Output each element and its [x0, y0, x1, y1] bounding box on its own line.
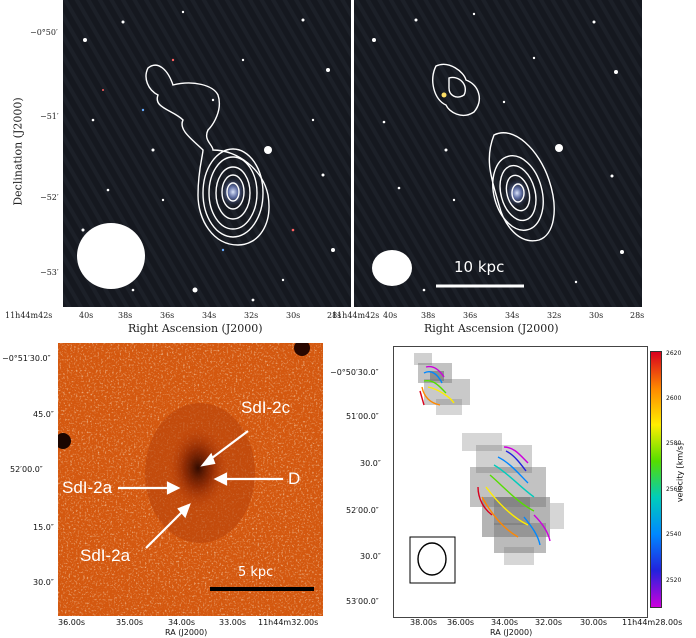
- bottom-right-x-axis-label: RA (J2000): [490, 628, 533, 637]
- hi-contours: [432, 63, 555, 242]
- bottom-left-xtick-0: 36.00s: [58, 618, 86, 627]
- top-right-xtick-6: 30s: [589, 311, 604, 320]
- top-left-xtick-3: 36s: [160, 311, 175, 320]
- bottom-right-ytick-2: 30.0″: [360, 459, 381, 468]
- star-field: [372, 12, 624, 292]
- star-field: [81, 10, 335, 302]
- colorbar-tick-1: 2600: [666, 395, 682, 402]
- colorbar-tick-2: 2580: [666, 440, 682, 447]
- top-left-xtick-2: 38s: [118, 311, 133, 320]
- top-right-xtick-5: 32s: [547, 311, 562, 320]
- colorbar-tick-0: 2620: [666, 350, 682, 357]
- velocity-colorbar: [650, 351, 662, 608]
- bottom-right-ytick-1: 51′00.0″: [346, 412, 379, 421]
- bottom-left-xtick-1: 35.00s: [116, 618, 144, 627]
- bottom-right-xtick-2: 34.00s: [491, 618, 519, 627]
- beam-ellipse: [77, 223, 145, 289]
- gray-emission: [414, 353, 564, 565]
- bottom-right-xtick-5: 11h44m28.00s: [622, 618, 683, 627]
- velocity-contours: [419, 365, 551, 546]
- velocity-field-map: [409, 353, 564, 584]
- colorbar-label: velocity [km/s]: [675, 442, 685, 503]
- bottom-left-image-panel: SdI-2c SdI-2a D SdI-2a 5 kpc: [58, 343, 323, 616]
- bottom-right-ytick-5: 53′00.0″: [346, 597, 379, 606]
- top-left-xtick-7: 28s: [327, 311, 342, 320]
- bottom-right-xtick-0: 38.00s: [410, 618, 438, 627]
- bottom-right-ytick-3: 52′00.0″: [346, 506, 379, 515]
- beam-ellipse: [372, 250, 412, 286]
- bottom-left-ytick-1: 45.0″: [33, 410, 54, 419]
- colorbar-tick-5: 2520: [666, 577, 682, 584]
- bottom-right-ytick-4: 30.0″: [360, 552, 381, 561]
- top-right-xtick-0: 11h44m42s: [332, 311, 380, 320]
- bottom-left-ytick-4: 30.0″: [33, 578, 54, 587]
- bottom-left-xtick-2: 34.00s: [168, 618, 196, 627]
- bottom-left-ytick-3: 15.0″: [33, 523, 54, 532]
- bottom-right-xtick-4: 30.00s: [580, 618, 608, 627]
- top-y-axis-label: Declination (J2000): [11, 97, 25, 206]
- label-sdl2c: SdI-2c: [241, 398, 291, 417]
- label-sdl2a-bottom: SdI-2a: [80, 546, 131, 565]
- top-right-image-panel: 10 kpc: [354, 0, 642, 307]
- annotation-arrows: [118, 430, 283, 549]
- top-right-optical-image: [354, 0, 642, 307]
- colorbar-tick-4: 2540: [666, 531, 682, 538]
- beam-ellipse: [417, 542, 447, 576]
- top-ytick-0: −0°50′: [30, 28, 58, 37]
- bottom-left-xtick-3: 33.00s: [219, 618, 247, 627]
- top-left-image-panel: [63, 0, 351, 307]
- bottom-right-velocity-panel: [393, 346, 648, 618]
- top-ytick-3: −53′: [40, 268, 59, 277]
- scale-bar-label: 10 kpc: [454, 258, 505, 276]
- bottom-left-ytick-2: 52′00.0″: [10, 465, 43, 474]
- bottom-right-xtick-3: 32.00s: [535, 618, 563, 627]
- bottom-left-xtick-4: 11h44m32.00s: [258, 618, 319, 627]
- top-right-x-axis-label: Right Ascension (J2000): [424, 322, 559, 335]
- top-left-xtick-4: 34s: [202, 311, 217, 320]
- top-right-xtick-3: 36s: [463, 311, 478, 320]
- top-ytick-1: −51′: [40, 112, 59, 121]
- label-sdl2a-left: SdI-2a: [62, 478, 113, 497]
- hi-contours: [145, 64, 270, 246]
- beam-box: [409, 536, 456, 584]
- bottom-left-ytick-0: −0°51′30.0″: [2, 354, 51, 363]
- colorbar-tick-3: 2560: [666, 486, 682, 493]
- bottom-left-x-axis-label: RA (J2000): [165, 628, 208, 637]
- galaxy-core: [504, 178, 530, 208]
- top-left-xtick-6: 30s: [286, 311, 301, 320]
- scale-bar-label: 5 kpc: [238, 565, 274, 580]
- top-right-xtick-4: 34s: [505, 311, 520, 320]
- bottom-right-ytick-0: −0°50′30.0″: [330, 368, 379, 377]
- top-right-xtick-7: 28s: [630, 311, 645, 320]
- top-left-optical-image: [63, 0, 351, 307]
- top-left-x-axis-label: Right Ascension (J2000): [128, 322, 263, 335]
- label-d: D: [288, 469, 301, 488]
- top-left-xtick-0: 11h44m42s: [5, 311, 53, 320]
- top-left-xtick-5: 32s: [244, 311, 259, 320]
- galaxy-core: [219, 176, 247, 208]
- dark-galaxy-region: [168, 426, 228, 510]
- bottom-right-xtick-1: 36.00s: [447, 618, 475, 627]
- top-right-xtick-2: 38s: [421, 311, 436, 320]
- top-right-xtick-1: 40s: [383, 311, 398, 320]
- bottom-left-residual-image: [58, 343, 323, 616]
- top-ytick-2: −52′: [40, 193, 59, 202]
- top-left-xtick-1: 40s: [79, 311, 94, 320]
